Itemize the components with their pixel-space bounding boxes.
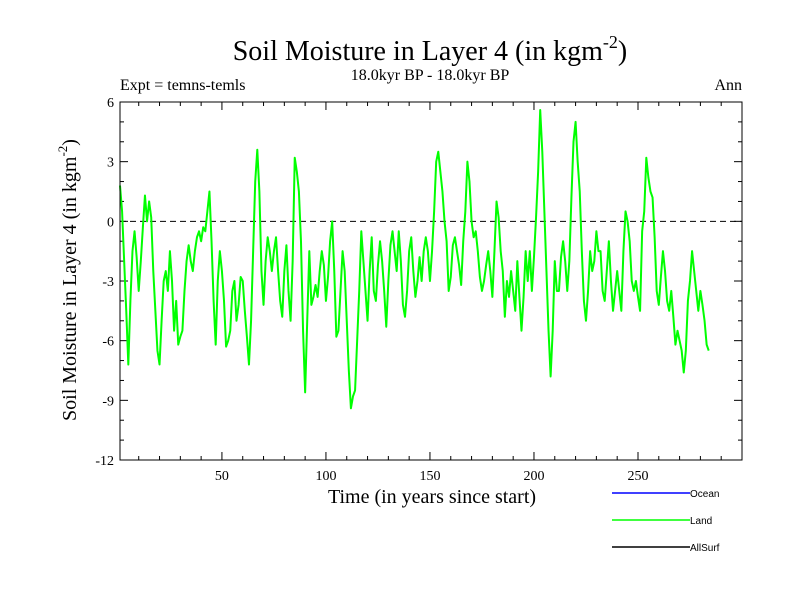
legend-label-land: Land [690,516,712,527]
legend-label-ocean: Ocean [690,489,719,500]
x-tick-label: 200 [523,469,544,484]
x-tick-label: 150 [419,469,440,484]
legend: Ocean Land AllSurf [612,489,720,554]
series-line-land [119,108,710,410]
y-axis-label: Soil Moisture in Layer 4 (in kgm-2) [55,139,81,421]
plot-frame [119,101,743,461]
y-tick-label: -6 [102,335,114,350]
y-tick-label: 3 [107,156,114,171]
chart-subtitle: 18.0kyr BP - 18.0kyr BP [351,67,510,84]
y-tick-label: 6 [107,96,114,111]
expt-label: Expt = temns-temls [120,77,245,94]
y-tick-label: 0 [107,215,114,230]
season-label: Ann [714,77,742,94]
y-tick-label: -9 [102,394,114,409]
x-tick-label: 100 [315,469,336,484]
x-axis-label: Time (in years since start) [328,486,536,508]
ticks-layer: 6 3 0 -3 -6 -9 -12 50 100 150 200 250 [95,96,742,484]
chart-title: Soil Moisture in Layer 4 (in kgm-2) [233,32,628,67]
x-tick-label: 50 [215,469,229,484]
legend-label-allsurf: AllSurf [690,543,720,554]
y-tick-label: -12 [95,454,114,469]
y-tick-label: -3 [102,275,114,290]
x-tick-label: 250 [627,469,648,484]
